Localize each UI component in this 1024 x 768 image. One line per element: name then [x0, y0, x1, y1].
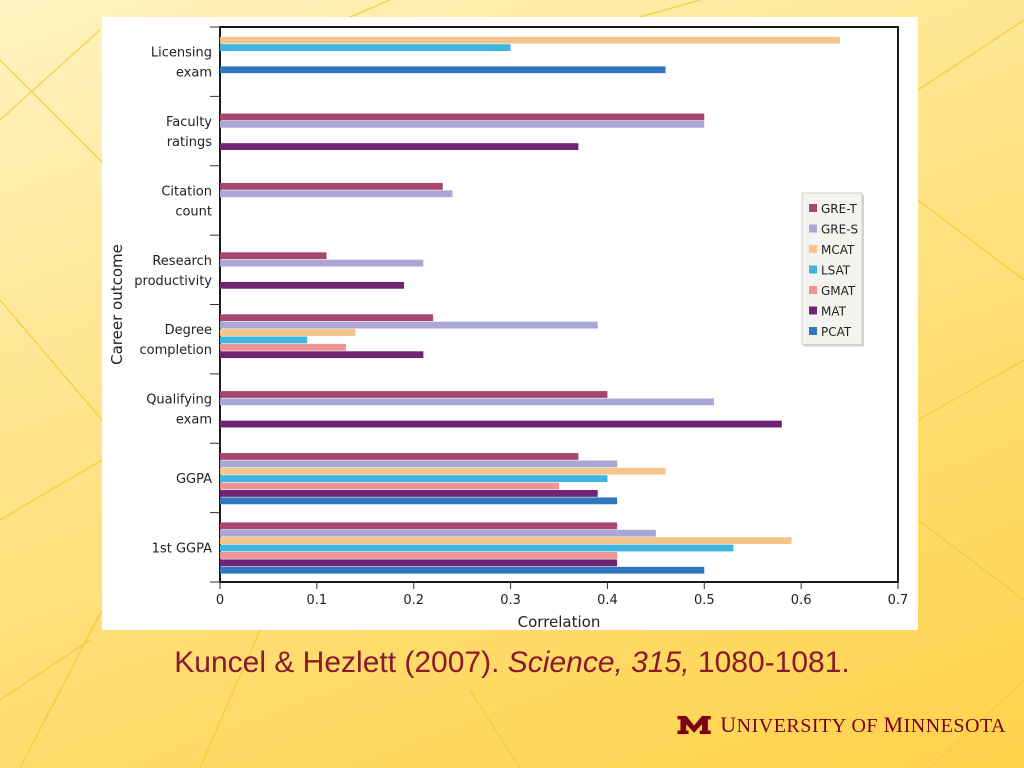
bar-mat	[220, 490, 598, 497]
bar-pcat	[220, 566, 705, 574]
bar-gre-s	[220, 460, 618, 468]
bar-gre-t	[220, 522, 618, 530]
bar-chart: Licensing exam Faculty ratings Citation count…	[108, 26, 909, 630]
legend-entry: GRE-S	[821, 223, 858, 237]
bar-pcat	[220, 497, 618, 505]
bar-gmat	[220, 343, 346, 351]
bar-gre-s	[220, 398, 714, 406]
university-name: UNIVERSITY OF MINNESOTA	[720, 712, 1006, 737]
bar-mat	[220, 281, 405, 289]
category-label: Faculty	[166, 115, 212, 130]
x-tick-label: 0.7	[888, 593, 909, 608]
bar-mcat	[220, 537, 792, 545]
citation-journal: Science, 315,	[507, 646, 690, 679]
citation-authors: Kuncel & Hezlett (2007).	[174, 646, 500, 679]
category-label: ratings	[167, 135, 213, 150]
x-axis-title: Correlation	[518, 613, 601, 630]
x-tick-label: 0.3	[500, 593, 521, 608]
category-label: Qualifying	[146, 393, 212, 408]
bar-gre-t	[220, 182, 443, 190]
bar-lsat	[220, 336, 308, 344]
legend-swatch	[809, 306, 817, 315]
legend-entry: GMAT	[821, 284, 856, 298]
citation-pages: 1080-1081.	[697, 646, 850, 679]
x-tick-label: 0.5	[694, 593, 715, 608]
legend-swatch	[809, 286, 817, 294]
bar-gre-t	[220, 113, 705, 121]
category-label: GGPA	[176, 472, 212, 487]
bar-gre-t	[220, 391, 608, 398]
bar-gmat	[220, 552, 618, 559]
bar-mcat	[220, 329, 356, 336]
bar-mat	[220, 143, 579, 150]
legend-swatch	[809, 265, 817, 274]
category-label: completion	[139, 343, 212, 358]
university-logo: UNIVERSITY OF MINNESOTA	[676, 705, 1006, 745]
legend-entry: MAT	[821, 305, 847, 319]
legend-entry: GRE-T	[821, 202, 857, 216]
bar-gre-s	[220, 321, 598, 329]
bar-gre-s	[220, 120, 705, 128]
category-label: 1st GGPA	[152, 541, 212, 556]
bar-gre-s	[220, 529, 656, 537]
y-axis-title: Career outcome	[108, 244, 126, 365]
category-label: Licensing	[151, 46, 212, 61]
legend-swatch	[809, 327, 817, 335]
x-tick-label: 0.6	[791, 593, 812, 608]
citation: Kuncel & Hezlett (2007). Science, 315, 1…	[0, 646, 1024, 680]
bar-mat	[220, 559, 618, 567]
bar-mcat	[220, 36, 840, 44]
legend-entry: PCAT	[821, 325, 852, 339]
category-label: productivity	[134, 274, 212, 289]
legend-swatch	[809, 204, 817, 212]
category-label: count	[175, 204, 212, 219]
category-label: exam	[176, 413, 212, 428]
bar-gre-t	[220, 453, 579, 460]
bar-gre-t	[220, 252, 327, 260]
category-label: Degree	[165, 323, 212, 338]
bar-gre-s	[220, 259, 424, 267]
x-tick-label: 0.2	[403, 593, 424, 608]
block-m-icon	[676, 715, 712, 735]
bar-mcat	[220, 467, 666, 475]
bar-gmat	[220, 482, 559, 490]
x-tick-label: 0.4	[597, 593, 618, 608]
x-tick-label: 0	[216, 593, 224, 608]
category-label: Citation	[161, 184, 212, 199]
bar-lsat	[220, 475, 608, 483]
bar-pcat	[220, 66, 666, 74]
category-label: exam	[176, 66, 212, 81]
bar-lsat	[220, 44, 511, 51]
bar-lsat	[220, 544, 734, 552]
legend-swatch	[809, 245, 817, 253]
x-tick-label: 0.1	[307, 593, 328, 608]
legend-entry: MCAT	[821, 243, 855, 257]
bar-gre-t	[220, 314, 434, 322]
bar-gre-s	[220, 190, 453, 198]
legend-entry: LSAT	[821, 264, 851, 278]
bar-mat	[220, 351, 424, 359]
legend-swatch	[809, 224, 817, 233]
bar-mat	[220, 420, 782, 428]
chart-panel: Licensing exam Faculty ratings Citation count…	[102, 17, 918, 630]
category-label: Research	[152, 254, 212, 269]
